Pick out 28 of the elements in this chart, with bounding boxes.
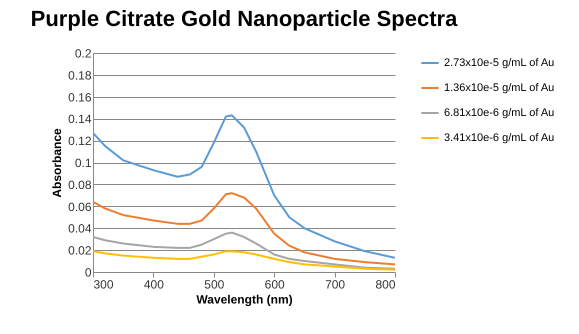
legend-label: 1.36x10e-5 g/mL of Au [444, 82, 554, 94]
x-tick-label: 500 [204, 278, 225, 292]
legend-label: 6.81x10e-6 g/mL of Au [444, 107, 554, 119]
y-tick-label: 0.02 [68, 244, 92, 258]
y-tick-label: 0.12 [68, 134, 92, 148]
x-tick-label: 600 [264, 278, 286, 292]
x-tick-label: 700 [325, 278, 346, 292]
y-tick-label: 0.2 [74, 46, 92, 60]
y-tick-label: 0.18 [68, 68, 92, 82]
chart-title: Purple Citrate Gold Nanoparticle Spectra [30, 6, 458, 31]
y-tick-label: 0.08 [68, 178, 92, 192]
y-tick-label: 0.04 [68, 222, 92, 236]
x-tick-label: 300 [94, 278, 114, 292]
x-tick-label: 800 [375, 278, 396, 292]
y-axis-title: Absorbance [50, 128, 64, 198]
x-tick-label: 400 [144, 278, 164, 292]
line-series [93, 250, 395, 271]
y-tick-label: 0.06 [68, 200, 92, 214]
line-series [93, 232, 395, 270]
y-tick-label: 0.14 [68, 112, 92, 126]
y-tick-label: 0.16 [68, 90, 92, 104]
y-tick-label: 0 [84, 266, 92, 280]
y-tick-label: 0.1 [74, 156, 92, 170]
legend-label: 3.41x10e-6 g/mL of Au [444, 132, 554, 144]
x-axis-title: Wavelength (nm) [196, 292, 293, 306]
line-series [93, 192, 395, 266]
legend-label: 2.73x10e-5 g/mL of Au [444, 57, 554, 69]
line-series [93, 114, 395, 259]
